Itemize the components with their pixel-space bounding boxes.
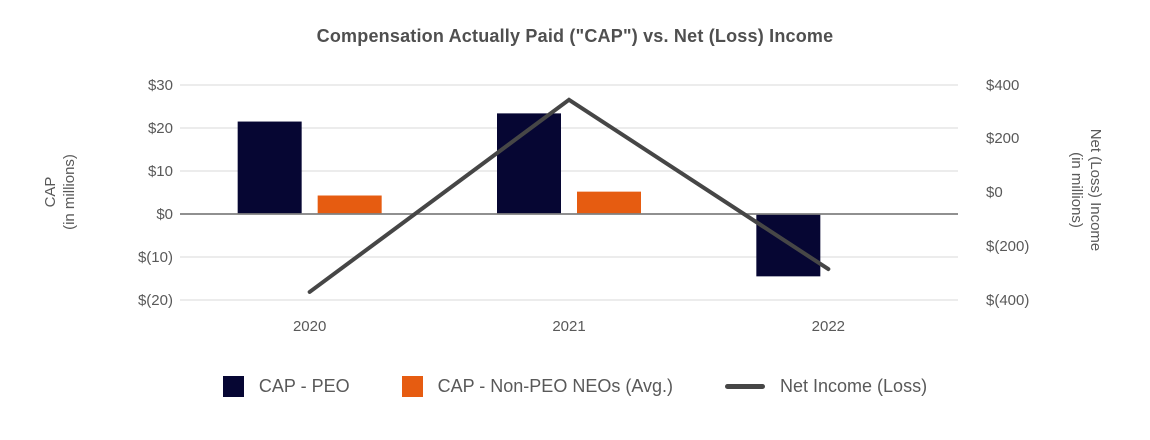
- x-axis-label: 2020: [292, 318, 327, 335]
- chart-title: Compensation Actually Paid ("CAP") vs. N…: [316, 26, 834, 46]
- net-income-line: [307, 97, 831, 294]
- bar-cap-non-peo-2021: [577, 191, 641, 214]
- left-axis-tick-label: $30: [147, 76, 173, 94]
- legend-label: CAP - Non-PEO NEOs (Avg.): [437, 376, 674, 396]
- left-axis-tick-label: $10: [147, 162, 173, 180]
- left-axis-tick-label: $(10): [137, 248, 173, 266]
- bar-cap-non-peo-2020: [317, 195, 382, 214]
- legend-label: CAP - PEO: [258, 376, 350, 396]
- right-axis-tick-label: $200: [986, 130, 1020, 148]
- right-axis-tick-label: $(200): [986, 237, 1030, 255]
- right-axis-tick-label: $(400): [986, 291, 1030, 309]
- x-axis-label: 2022: [811, 318, 846, 335]
- legend-item-cap-peo: CAP - PEO: [222, 376, 350, 397]
- right-axis-tick-label: $0: [986, 184, 1003, 201]
- cap-non-peo-swatch: [401, 376, 423, 397]
- cap-peo-swatch: [222, 376, 244, 397]
- right-axis-tick-label: $400: [986, 76, 1020, 94]
- left-axis-tick-label: $20: [147, 119, 173, 137]
- legend-item-cap-non-peo: CAP - Non-PEO NEOs (Avg.): [401, 376, 674, 397]
- legend-label: Net Income (Loss): [780, 376, 928, 396]
- bar-cap-peo-2020: [237, 121, 302, 214]
- legend-item-net-income: Net Income (Loss): [725, 376, 927, 397]
- x-axis-label: 2021: [552, 318, 586, 335]
- net-income-line-swatch: [725, 384, 766, 389]
- legend: CAP - PEO CAP - Non-PEO NEOs (Avg.) Net …: [0, 376, 1150, 397]
- left-axis-tick-label: $0: [156, 205, 173, 223]
- left-axis-tick-label: $(20): [137, 291, 173, 309]
